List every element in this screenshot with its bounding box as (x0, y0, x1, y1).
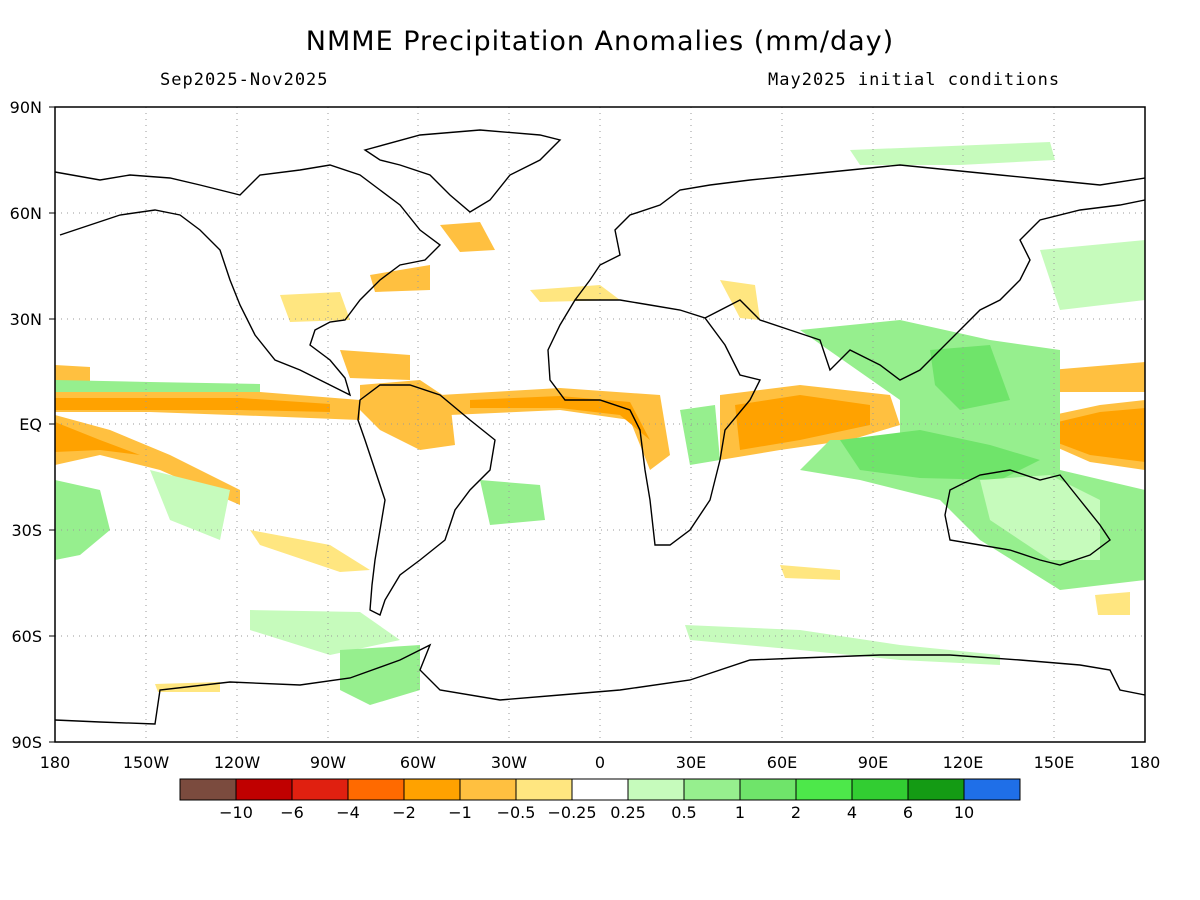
coast-europe (574, 164, 1146, 301)
coast-asia (704, 199, 1146, 381)
coast-australia (944, 469, 1111, 566)
colorbar-swatch (571, 778, 629, 801)
dry-anomaly-gulf-stream (370, 265, 430, 292)
initial-conditions-label: May2025 initial conditions (768, 70, 1061, 90)
latitude-labels: 90N 60N 30N EQ 30S 60S 90S (10, 98, 42, 752)
coastlines (54, 129, 1146, 725)
dry-anomaly-north-america (280, 292, 350, 322)
lon-label-180w: 180 (40, 753, 71, 772)
lon-label-150e: 150E (1034, 753, 1075, 772)
lat-label-eq: EQ (19, 415, 42, 434)
colorbar-label: 6 (903, 803, 913, 822)
dry-anomaly-north-pacific-east (1050, 362, 1145, 392)
colorbar-swatch (459, 778, 517, 801)
colorbar-label: 1 (735, 803, 745, 822)
colorbar-swatch (683, 778, 741, 801)
colorbar-swatch (851, 778, 909, 801)
lon-label-60e: 60E (767, 753, 797, 772)
dry-anomaly-south-indian (780, 565, 840, 580)
lat-label-90s: 90S (11, 733, 42, 752)
coast-greenland (363, 129, 562, 213)
colorbar-swatch (515, 778, 573, 801)
map-title: NMME Precipitation Anomalies (mm/day) (305, 26, 895, 57)
colorbar-swatch (291, 778, 349, 801)
dry-anomaly-south-pacific-band (250, 530, 370, 572)
colorbar-swatch (347, 778, 405, 801)
lat-label-60s: 60S (11, 627, 42, 646)
coast-antarctica (54, 643, 1146, 725)
dry-anomaly-new-zealand (1095, 592, 1130, 615)
wet-anomaly-maritime-core (840, 430, 1040, 480)
wet-anomaly-philippines (930, 345, 1010, 410)
lon-label-30e: 30E (676, 753, 706, 772)
lat-label-90n: 90N (10, 98, 42, 117)
lon-label-30w: 30W (491, 753, 527, 772)
dry-anomaly-tropical-pacific-core (55, 398, 330, 412)
longitude-labels: 180 150W 120W 90W 60W 30W 0 30E 60E 90E … (40, 753, 1161, 772)
dry-anomaly-north-atlantic (440, 222, 495, 252)
lon-label-120e: 120E (943, 753, 984, 772)
dry-anomaly-east-pacific-north (55, 365, 90, 385)
colorbar-label: −4 (336, 803, 360, 822)
lon-label-120w: 120W (214, 753, 261, 772)
dry-anomaly-indian-ocean-core (735, 395, 870, 450)
axis-ticks (49, 106, 55, 743)
wet-anomaly-arctic (850, 142, 1055, 165)
colorbar-label: −6 (280, 803, 304, 822)
colorbar-labels: −10 −6 −4 −2 −1 −0.5 −0.25 0.25 0.5 1 2 4 6 10 (219, 803, 974, 822)
colorbar-swatch (739, 778, 797, 801)
wet-anomaly-south-pacific (55, 480, 110, 560)
colorbar-label: −2 (392, 803, 416, 822)
dry-anomaly-equatorial-pacific-core (55, 422, 140, 455)
colorbar-swatch (963, 778, 1021, 801)
lon-label-90e: 90E (858, 753, 888, 772)
wet-anomaly-east-africa (680, 405, 720, 465)
wet-anomaly-southern-ocean (685, 625, 1000, 665)
lat-label-60n: 60N (10, 204, 42, 223)
anomaly-field (55, 142, 1145, 705)
colorbar-label: 0.25 (610, 803, 646, 822)
colorbar-label: −0.25 (547, 803, 596, 822)
colorbar-label: 2 (791, 803, 801, 822)
wet-anomaly-australia (980, 475, 1100, 560)
colorbar: −10 −6 −4 −2 −1 −0.5 −0.25 0.25 0.5 1 2 4 6 10 (179, 778, 1021, 822)
lat-label-30n: 30N (10, 310, 42, 329)
lon-label-0: 0 (595, 753, 605, 772)
dry-anomaly-caribbean (340, 350, 410, 380)
colorbar-label: 10 (954, 803, 974, 822)
lon-label-90w: 90W (310, 753, 346, 772)
colorbar-swatch (627, 778, 685, 801)
wet-anomaly-southern-ocean-west (250, 610, 400, 655)
colorbar-label: −1 (448, 803, 472, 822)
colorbar-label: 0.5 (671, 803, 696, 822)
wet-anomaly-pacific-itcz-west (55, 380, 260, 392)
colorbar-swatch (179, 778, 237, 801)
colorbar-label: −10 (219, 803, 253, 822)
colorbar-label: 4 (847, 803, 857, 822)
wet-anomaly-south-pacific-east (150, 470, 230, 540)
lon-label-180e: 180 (1130, 753, 1161, 772)
colorbar-swatch (235, 778, 293, 801)
coast-south-america (357, 384, 496, 616)
colorbar-swatches (179, 778, 1021, 801)
colorbar-label: −0.5 (497, 803, 536, 822)
colorbar-swatch (403, 778, 461, 801)
colorbar-swatch (907, 778, 965, 801)
forecast-period: Sep2025-Nov2025 (160, 70, 329, 90)
dry-anomaly-atlantic-core (470, 396, 650, 440)
wet-anomaly-antarctic-peninsula (340, 645, 420, 705)
lon-label-150w: 150W (123, 753, 170, 772)
lon-label-60w: 60W (400, 753, 436, 772)
dry-anomaly-amazon (360, 380, 455, 450)
dry-anomaly-west-pacific-core (1045, 408, 1145, 462)
colorbar-swatch (795, 778, 853, 801)
wet-anomaly-north-pacific (1040, 240, 1145, 310)
wet-anomaly-south-atlantic (480, 480, 545, 525)
dry-anomaly-mediterranean (530, 285, 620, 302)
lat-label-30s: 30S (11, 521, 42, 540)
coast-north-america (54, 164, 442, 397)
